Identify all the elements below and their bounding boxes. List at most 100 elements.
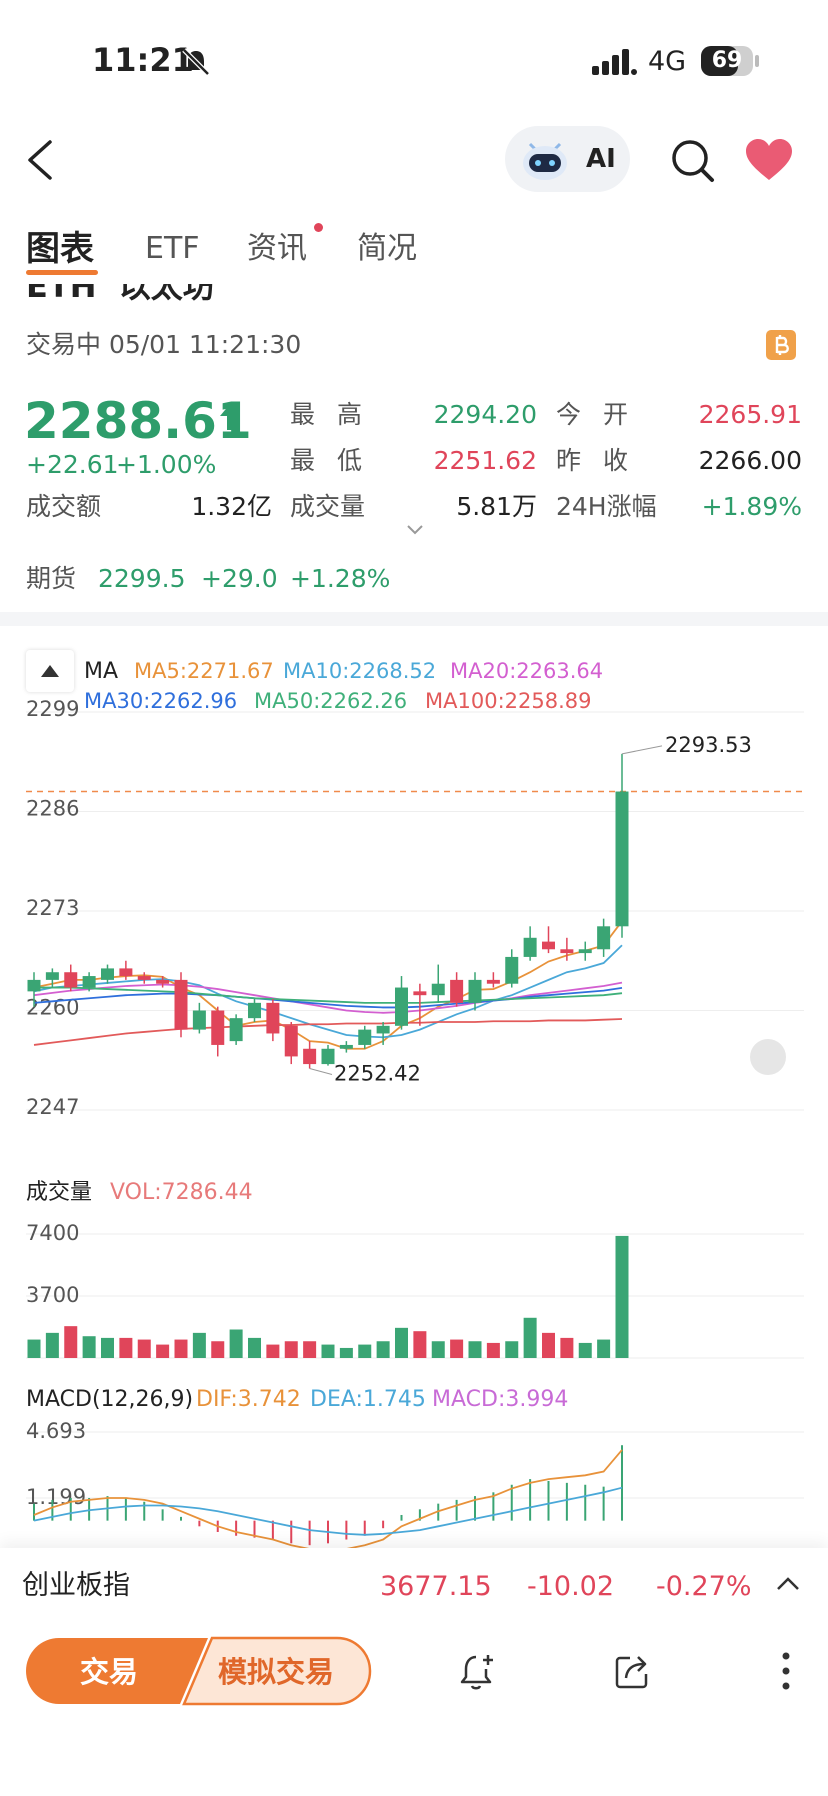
ma-line <box>33 944 623 1039</box>
volume-bar <box>542 1332 555 1358</box>
fullscreen-button <box>750 1039 786 1075</box>
indicator-name: MA <box>84 659 119 684</box>
tab[interactable]: ETF <box>145 231 200 266</box>
ma-line <box>33 981 623 1014</box>
battery-icon <box>701 46 759 76</box>
volume-bar <box>174 1339 188 1358</box>
max-annotation: 2293.53 <box>665 733 752 757</box>
candle-body <box>101 968 114 980</box>
stat-label: 成交量 <box>290 492 366 521</box>
candle-body <box>395 987 408 1026</box>
y-tick-label: 4.693 <box>26 1419 86 1443</box>
trade-button[interactable] <box>26 1638 208 1704</box>
volume-bar <box>82 1336 96 1358</box>
index-change: -10.02 <box>527 1571 615 1602</box>
simulate-button[interactable] <box>182 1636 372 1706</box>
macd-bar <box>418 1509 421 1521</box>
macd-bar <box>400 1514 403 1521</box>
ai-robot-icon <box>523 142 567 180</box>
candle-body <box>450 979 464 1003</box>
index-ticker[interactable]: 创业板指 3677.15 -10.02 -0.27% <box>0 1548 828 1622</box>
unread-dot <box>314 223 323 232</box>
signal-icon <box>592 49 637 75</box>
index-name: 创业板指 <box>22 1570 130 1601</box>
stat-label: 成交额 <box>26 492 102 521</box>
macd-bar <box>565 1482 568 1521</box>
crypto-badge <box>766 330 796 360</box>
candle-body <box>27 979 41 992</box>
alert-button[interactable] <box>458 1652 498 1692</box>
share-button[interactable] <box>612 1652 652 1692</box>
dea-legend: DEA:1.745 <box>310 1387 426 1412</box>
ma-line <box>34 986 623 1004</box>
favorite-button[interactable] <box>744 138 794 182</box>
macd-bar <box>308 1520 311 1546</box>
volume-bar <box>64 1326 78 1358</box>
macd-bar <box>529 1479 532 1521</box>
candle-body <box>431 983 445 996</box>
candle-body <box>174 979 188 1030</box>
volume-bar <box>27 1339 41 1358</box>
macd-bar <box>198 1520 201 1527</box>
ma-legend-item: MA20:2263.64 <box>450 659 604 683</box>
candle-body <box>137 976 151 980</box>
stat-value: 2266.00 <box>698 446 802 475</box>
volume-bar <box>321 1344 335 1358</box>
macd-bar <box>69 1497 72 1521</box>
volume-bar <box>560 1337 574 1358</box>
dif-legend: DIF:3.742 <box>196 1387 301 1412</box>
volume-bar <box>211 1341 225 1358</box>
volume-bar <box>395 1327 408 1358</box>
stat-value: 5.81万 <box>456 492 537 521</box>
futures-change-pct: +1.28% <box>290 564 391 593</box>
back-button[interactable] <box>22 138 62 182</box>
search-button[interactable] <box>670 138 716 184</box>
candle-body <box>523 937 537 957</box>
tab[interactable]: 图表 <box>26 229 94 269</box>
ma-legend-item: MA10:2268.52 <box>283 659 437 683</box>
macd-bar <box>492 1492 495 1521</box>
volume-bar <box>156 1344 170 1358</box>
ticker-expand[interactable] <box>776 1576 800 1592</box>
volume-bar <box>486 1342 500 1358</box>
volume-bar <box>597 1339 611 1358</box>
macd-title: MACD(12,26,9) <box>26 1387 194 1412</box>
candle-body <box>45 972 59 980</box>
candle-body <box>321 1048 335 1065</box>
ma-line <box>33 1018 623 1046</box>
volume-bar <box>578 1342 592 1358</box>
candle-body <box>211 1010 225 1045</box>
tab[interactable]: 资讯 <box>247 231 307 266</box>
candle-body <box>156 979 170 984</box>
y-tick-label: 2273 <box>26 896 79 920</box>
tab-indicator <box>26 270 98 275</box>
more-button[interactable] <box>776 1650 796 1694</box>
macd-bar <box>345 1520 348 1540</box>
min-annotation: 2252.42 <box>334 1062 421 1086</box>
stat-value: 2265.91 <box>698 400 802 429</box>
volume-bar <box>192 1332 206 1358</box>
volume-bar <box>119 1337 133 1358</box>
toggle-triangle <box>41 665 59 677</box>
index-price: 3677.15 <box>380 1571 492 1602</box>
stat-label: 24H涨幅 <box>556 492 657 521</box>
volume-bar <box>229 1329 243 1358</box>
candle-body <box>413 991 427 996</box>
trade-buttons <box>26 1636 372 1706</box>
y-tick-label: 2299 <box>26 697 79 721</box>
candle-body <box>82 976 96 988</box>
candle-body <box>266 1002 280 1034</box>
annotation-leader <box>621 745 663 755</box>
volume-bar <box>450 1339 464 1358</box>
macd-bar <box>253 1520 256 1538</box>
macd-bar <box>547 1480 550 1521</box>
macd-bar <box>88 1497 91 1521</box>
stat-label: 昨 收 <box>556 446 628 475</box>
candle-body <box>486 979 500 984</box>
macd-bar <box>33 1503 35 1521</box>
macd-bar <box>584 1484 587 1521</box>
macd-bar <box>143 1501 146 1521</box>
tab[interactable]: 简况 <box>357 231 417 266</box>
candle-body <box>303 1048 317 1065</box>
expand-caret[interactable] <box>406 524 424 536</box>
